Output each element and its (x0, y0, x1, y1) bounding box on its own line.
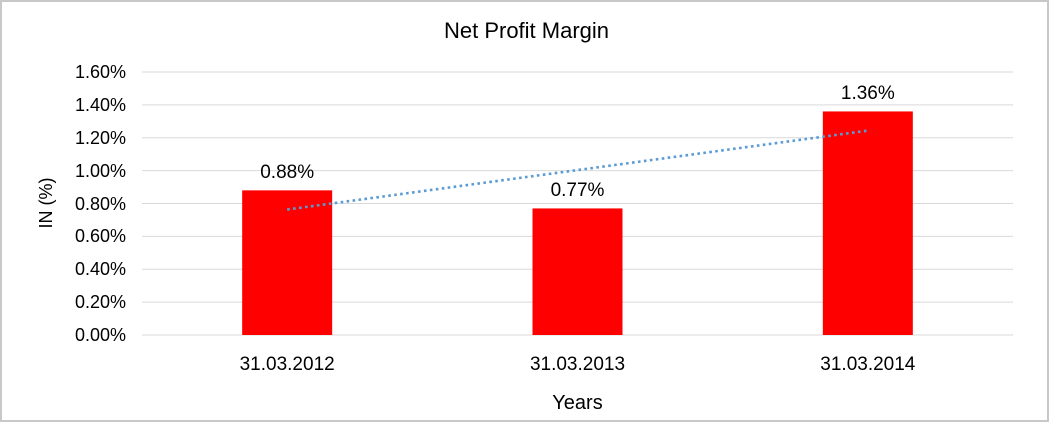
trendline (286, 129, 869, 211)
y-tick-label: 1.40% (74, 94, 126, 115)
y-tick-label: 1.60% (74, 62, 126, 82)
bar-value-label: 0.88% (260, 162, 315, 184)
bar-31.03.2014 (822, 111, 913, 335)
y-tick-label: 0.80% (74, 193, 126, 214)
y-tick-label: 0.20% (74, 292, 126, 313)
bar-value-label: 1.36% (840, 83, 895, 105)
y-tick-label: 1.20% (74, 127, 126, 148)
y-tick-label: 0.40% (74, 259, 126, 280)
x-category-label: 31.03.2014 (820, 354, 916, 375)
x-category-label: 31.03.2012 (239, 354, 335, 375)
x-axis-title: Years (552, 392, 603, 414)
x-category-label: 31.03.2013 (529, 354, 626, 375)
y-tick-label: 0.00% (74, 325, 126, 345)
bar-31.03.2012 (242, 190, 333, 335)
chart-title: Net Profit Margin (443, 18, 610, 43)
bar-value-label: 0.77% (550, 180, 605, 202)
y-tick-label: 0.60% (74, 226, 126, 247)
y-tick-label: 1.00% (74, 160, 126, 181)
bar-31.03.2013 (532, 208, 623, 335)
